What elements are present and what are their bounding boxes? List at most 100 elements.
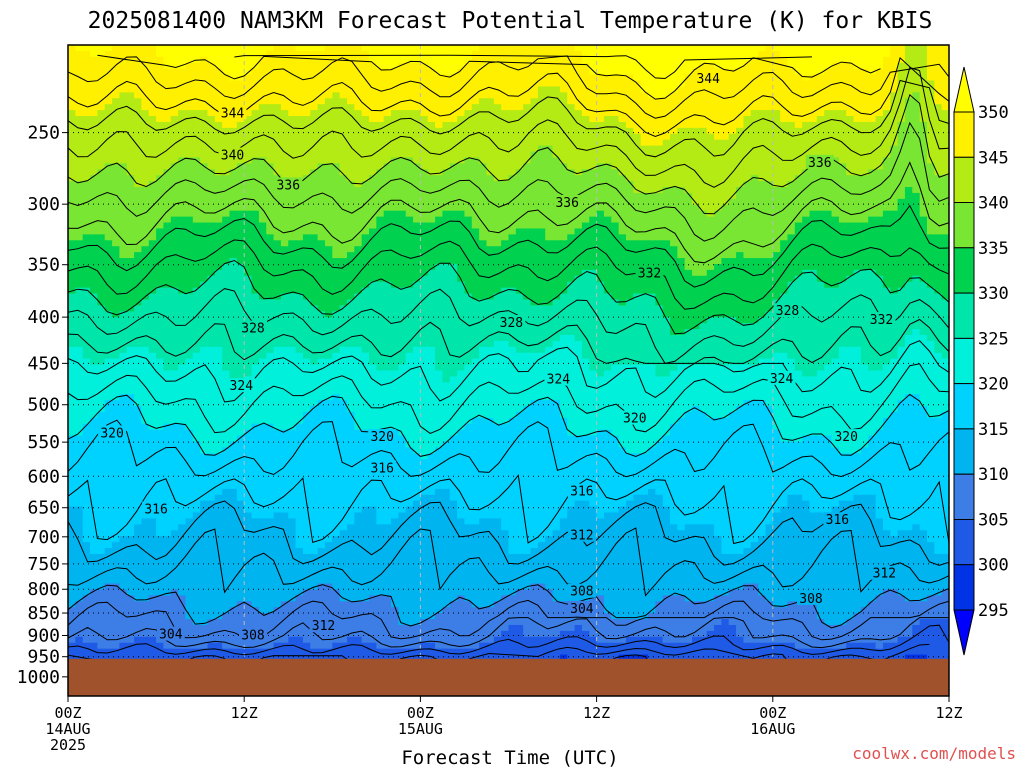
field-cell [75, 68, 84, 76]
field-cell [838, 169, 847, 176]
field-cell [229, 252, 238, 259]
field-cell [369, 210, 377, 218]
field-cell [640, 92, 649, 99]
field-cell [229, 92, 238, 99]
field-cell [383, 234, 392, 241]
field-cell [229, 222, 238, 230]
field-cell [214, 50, 223, 58]
field-cell [750, 151, 759, 159]
field-cell [662, 151, 671, 159]
field-cell [934, 240, 943, 247]
field-cell [787, 192, 796, 200]
field-cell [273, 228, 282, 235]
field-cell [860, 121, 869, 129]
field-cell [420, 263, 429, 271]
field-cell [501, 263, 510, 271]
field-cell [625, 258, 634, 265]
field-cell [838, 151, 847, 159]
field-cell [728, 187, 737, 194]
field-cell [655, 252, 664, 259]
field-cell [934, 133, 943, 141]
field-cell [236, 204, 245, 212]
field-cell [772, 246, 781, 253]
field-cell [134, 204, 143, 212]
field-cell [611, 204, 620, 212]
field-cell [662, 133, 671, 141]
field-cell [214, 169, 223, 176]
field-cell [104, 198, 113, 206]
field-cell [376, 127, 385, 135]
field-cell [706, 181, 715, 188]
field-cell [794, 169, 803, 176]
field-cell [515, 145, 524, 153]
field-cell [692, 50, 700, 58]
field-cell [890, 121, 899, 129]
field-cell [391, 181, 399, 188]
field-cell [640, 204, 649, 212]
field-cell [148, 80, 157, 88]
field-cell [376, 98, 385, 105]
field-cell [625, 263, 634, 271]
field-cell [589, 50, 598, 58]
field-cell [148, 92, 157, 99]
field-cell [647, 204, 656, 212]
field-cell [559, 169, 568, 176]
field-cell [126, 192, 135, 200]
field-cell [280, 216, 289, 224]
field-cell [200, 121, 209, 129]
field-cell [692, 240, 700, 247]
field-cell [853, 56, 862, 64]
field-cell [266, 204, 275, 212]
field-cell [758, 104, 767, 111]
field-cell [493, 246, 502, 253]
field-cell [258, 45, 267, 52]
field-cell [736, 246, 745, 253]
field-cell [589, 104, 598, 111]
field-cell [170, 104, 179, 111]
field-cell [280, 121, 289, 129]
field-cell [501, 151, 510, 159]
field-cell [618, 204, 627, 212]
field-cell [148, 86, 157, 93]
field-cell [692, 163, 700, 170]
field-cell [853, 281, 862, 289]
field-cell [728, 204, 737, 212]
field-cell [112, 139, 120, 147]
field-cell [97, 157, 106, 164]
field-cell [464, 240, 473, 247]
field-cell [310, 252, 319, 259]
field-cell [126, 204, 135, 212]
field-cell [178, 68, 187, 76]
field-cell [758, 192, 767, 200]
field-cell [515, 252, 524, 259]
field-cell [420, 281, 429, 289]
field-cell [912, 116, 921, 123]
field-cell [251, 74, 260, 82]
field-cell [420, 110, 429, 117]
field-cell [207, 210, 216, 218]
field-cell [302, 169, 311, 176]
field-cell [192, 281, 201, 289]
field-cell [882, 68, 891, 76]
field-cell [163, 246, 172, 253]
field-cell [449, 175, 458, 182]
field-cell [449, 216, 458, 224]
field-cell [662, 163, 671, 170]
field-cell [288, 116, 297, 123]
field-cell [244, 56, 253, 64]
field-cell [853, 133, 862, 141]
field-cell [530, 74, 539, 82]
field-cell [838, 86, 847, 93]
field-cell [567, 157, 576, 164]
field-cell [266, 228, 275, 235]
field-cell [68, 163, 76, 170]
field-cell [163, 151, 172, 159]
field-cell [875, 104, 884, 111]
field-cell [677, 252, 686, 259]
field-cell [457, 263, 466, 271]
field-cell [567, 181, 576, 188]
field-cell [824, 56, 833, 64]
field-cell [537, 181, 546, 188]
field-cell [82, 234, 91, 241]
field-cell [493, 228, 502, 235]
